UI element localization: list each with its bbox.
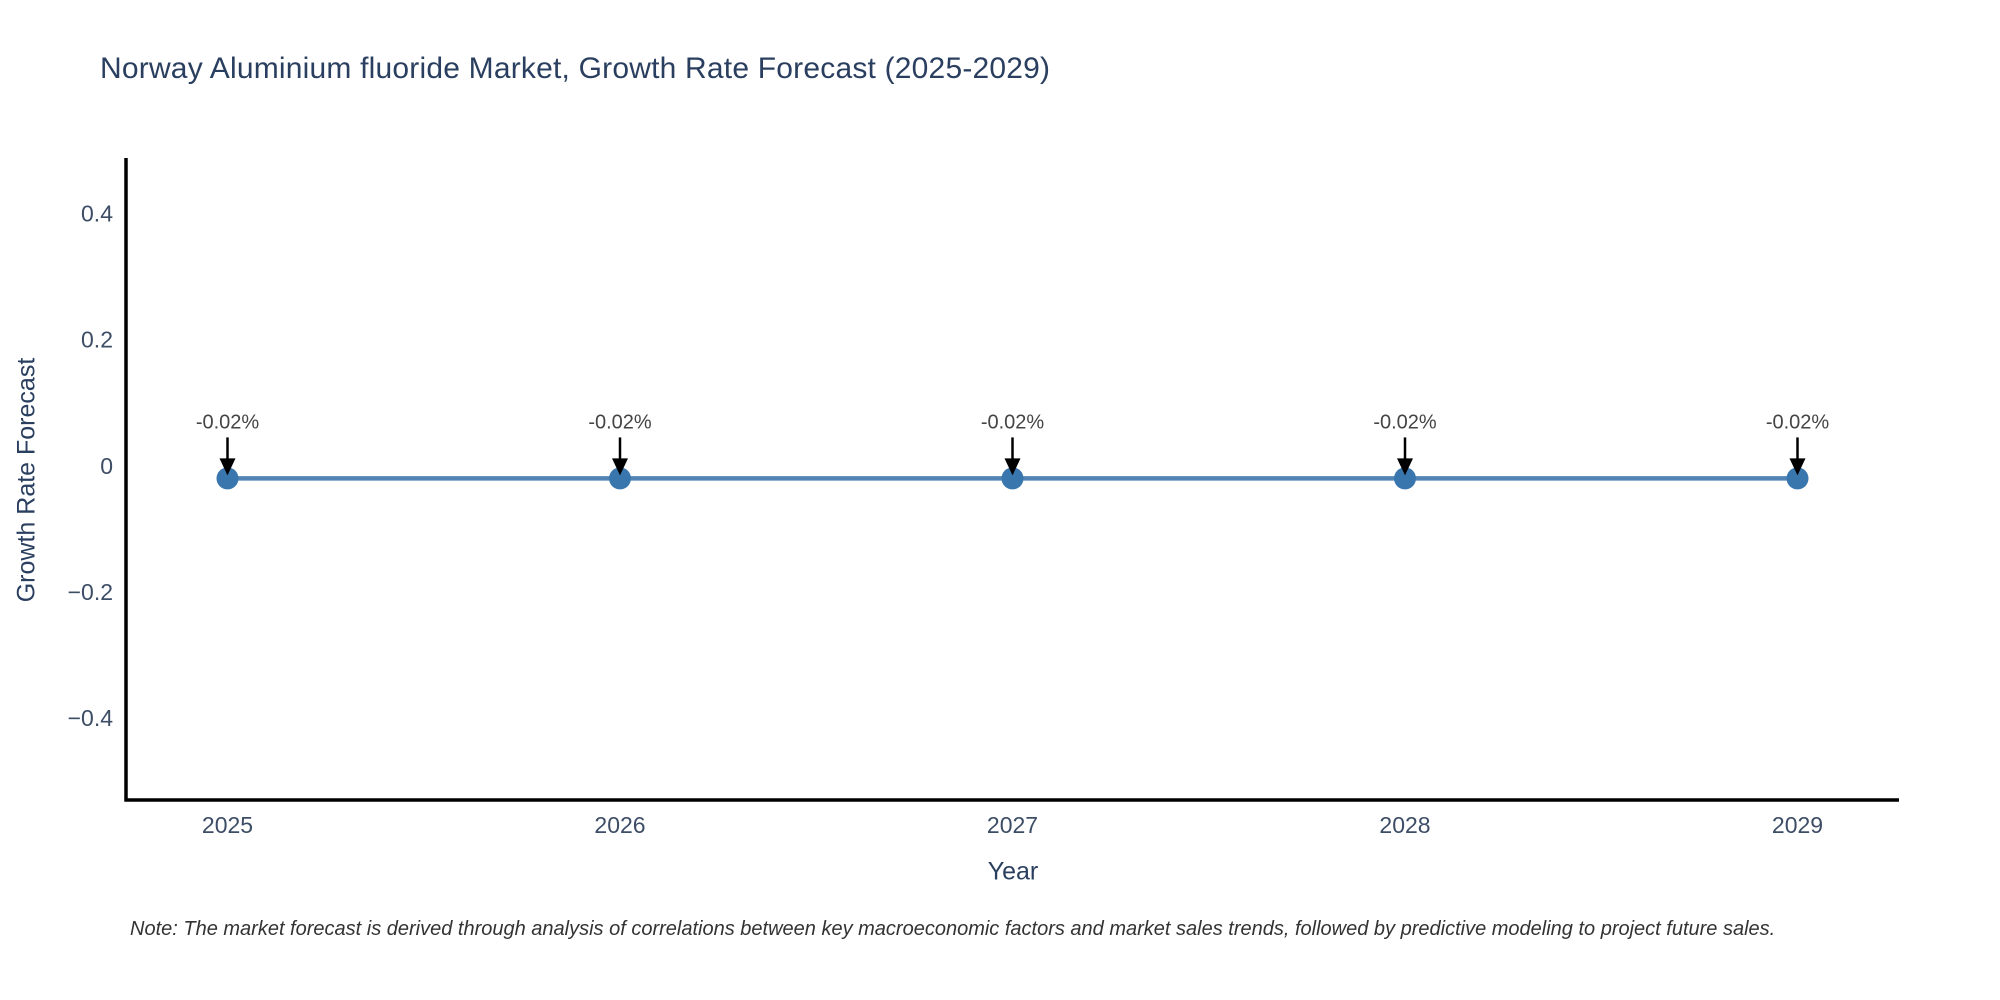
x-tick-label: 2025: [202, 812, 253, 838]
data-point-marker: [216, 467, 239, 490]
annotation-label: -0.02%: [196, 411, 260, 433]
annotation-label: -0.02%: [588, 411, 652, 433]
y-tick-label: 0.4: [81, 201, 113, 227]
x-axis-title: Year: [987, 857, 1039, 886]
chart-footnote: Note: The market forecast is derived thr…: [130, 918, 1776, 940]
x-tick-label: 2027: [987, 812, 1038, 838]
data-point-marker: [1001, 467, 1024, 490]
y-tick-label: 0.2: [81, 327, 113, 353]
y-tick-label: −0.4: [68, 705, 114, 731]
annotation-label: -0.02%: [1373, 411, 1437, 433]
chart-title: Norway Aluminium fluoride Market, Growth…: [100, 52, 1051, 85]
annotation-label: -0.02%: [981, 411, 1045, 433]
y-tick-label: 0: [100, 453, 113, 479]
annotation-label: -0.02%: [1766, 411, 1830, 433]
y-tick-label: −0.2: [68, 579, 113, 605]
annotation-arrowhead: [1789, 458, 1806, 476]
axis-lines: [124, 158, 1899, 802]
annotation-arrowhead: [612, 458, 628, 476]
data-point-marker: [609, 467, 631, 490]
annotation-arrowhead: [219, 458, 236, 476]
data-point-marker: [1786, 467, 1809, 490]
data-point-marker: [1394, 467, 1416, 490]
x-tick-label: 2028: [1379, 812, 1430, 838]
x-tick-label: 2026: [594, 812, 645, 838]
x-tick-label: 2029: [1772, 812, 1823, 838]
annotation-arrowhead: [1397, 458, 1413, 476]
annotation-arrowhead: [1004, 458, 1021, 476]
